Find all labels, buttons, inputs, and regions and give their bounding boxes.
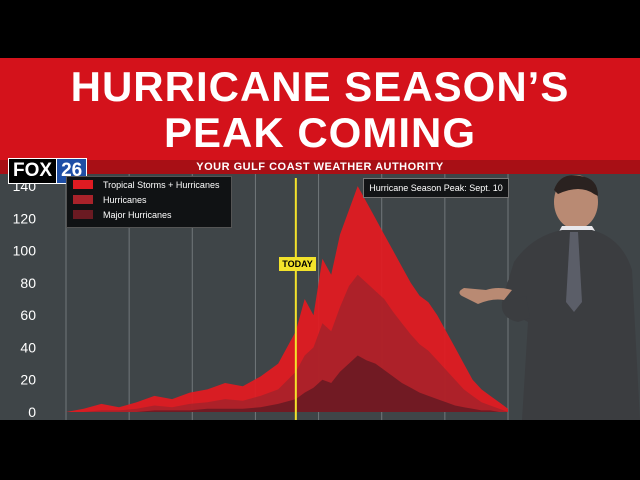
legend-swatch-major — [73, 210, 93, 219]
legend-swatch-hurricanes — [73, 195, 93, 204]
today-label: TODAY — [279, 257, 316, 271]
y-tick-label: 100 — [13, 243, 37, 259]
legend-label: Major Hurricanes — [103, 209, 172, 220]
series-area-2 — [66, 274, 508, 412]
y-tick-label: 60 — [20, 307, 36, 323]
legend-label: Hurricanes — [103, 194, 147, 205]
tagline-bar: YOUR GULF COAST WEATHER AUTHORITY — [0, 160, 640, 174]
tagline-text: YOUR GULF COAST WEATHER AUTHORITY — [196, 161, 444, 173]
legend-item: Hurricanes — [67, 192, 231, 207]
station-logo: FOX 26 — [8, 158, 88, 184]
legend-label: Tropical Storms + Hurricanes — [103, 179, 220, 190]
y-tick-label: 80 — [20, 275, 36, 291]
legend-item: Tropical Storms + Hurricanes — [67, 177, 231, 192]
series-area-3 — [66, 355, 508, 412]
letterbox-bottom — [0, 420, 640, 480]
chart-areas — [66, 186, 508, 412]
y-tick-label: 120 — [13, 210, 37, 226]
headline-line-1: HURRICANE SEASON’S — [70, 63, 570, 110]
letterbox-top — [0, 0, 640, 58]
peak-annotation: Hurricane Season Peak: Sept. 10 — [363, 178, 509, 198]
legend-item: Major Hurricanes — [67, 207, 231, 222]
y-tick-label: 20 — [20, 372, 36, 388]
presenter-silhouette — [459, 175, 640, 420]
chart-legend: Tropical Storms + Hurricanes Hurricanes … — [66, 176, 232, 228]
headline-banner: HURRICANE SEASON’S PEAK COMING — [0, 58, 640, 160]
y-tick-label: 0 — [28, 404, 36, 420]
headline-line-2: PEAK COMING — [163, 109, 476, 156]
legend-swatch-tropical — [73, 180, 93, 189]
logo-brand: FOX — [8, 158, 58, 184]
y-tick-label: 40 — [20, 339, 36, 355]
